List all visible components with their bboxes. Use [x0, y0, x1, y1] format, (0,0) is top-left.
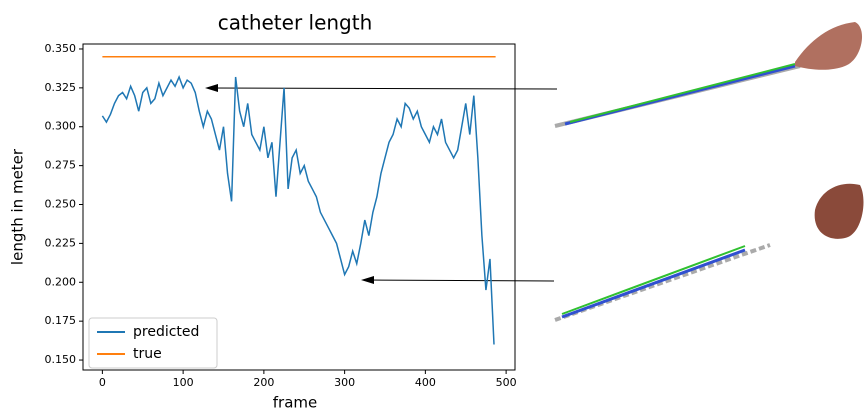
y-tick-label: 0.200	[45, 275, 77, 288]
x-tick-label: 200	[253, 376, 274, 389]
x-tick-label: 400	[415, 376, 436, 389]
x-tick-label: 100	[173, 376, 194, 389]
x-tick-label: 0	[99, 376, 106, 389]
chart-title: catheter length	[218, 11, 373, 35]
catheter-image-top	[554, 22, 863, 128]
x-tick-label: 300	[334, 376, 355, 389]
y-tick-label: 0.325	[45, 81, 77, 94]
y-tick-label: 0.275	[45, 159, 77, 172]
x-axis-label: frame	[273, 394, 317, 410]
legend-box	[88, 317, 218, 369]
x-tick-label: 500	[496, 376, 517, 389]
legend-label: true	[133, 346, 162, 362]
annotation-arrows	[205, 84, 558, 284]
y-tick-label: 0.300	[45, 120, 77, 133]
y-axis-label: length in meter	[9, 148, 27, 265]
y-tick-label: 0.350	[45, 42, 77, 55]
catheter-image-bottom	[554, 183, 864, 322]
y-tick-label: 0.250	[45, 198, 77, 211]
y-tick-label: 0.150	[45, 353, 77, 366]
plot-frame	[82, 43, 516, 371]
data-line	[101, 74, 495, 345]
legend-label: predicted	[133, 324, 199, 340]
y-tick-label: 0.225	[45, 236, 77, 249]
y-tick-label: 0.175	[45, 314, 77, 327]
